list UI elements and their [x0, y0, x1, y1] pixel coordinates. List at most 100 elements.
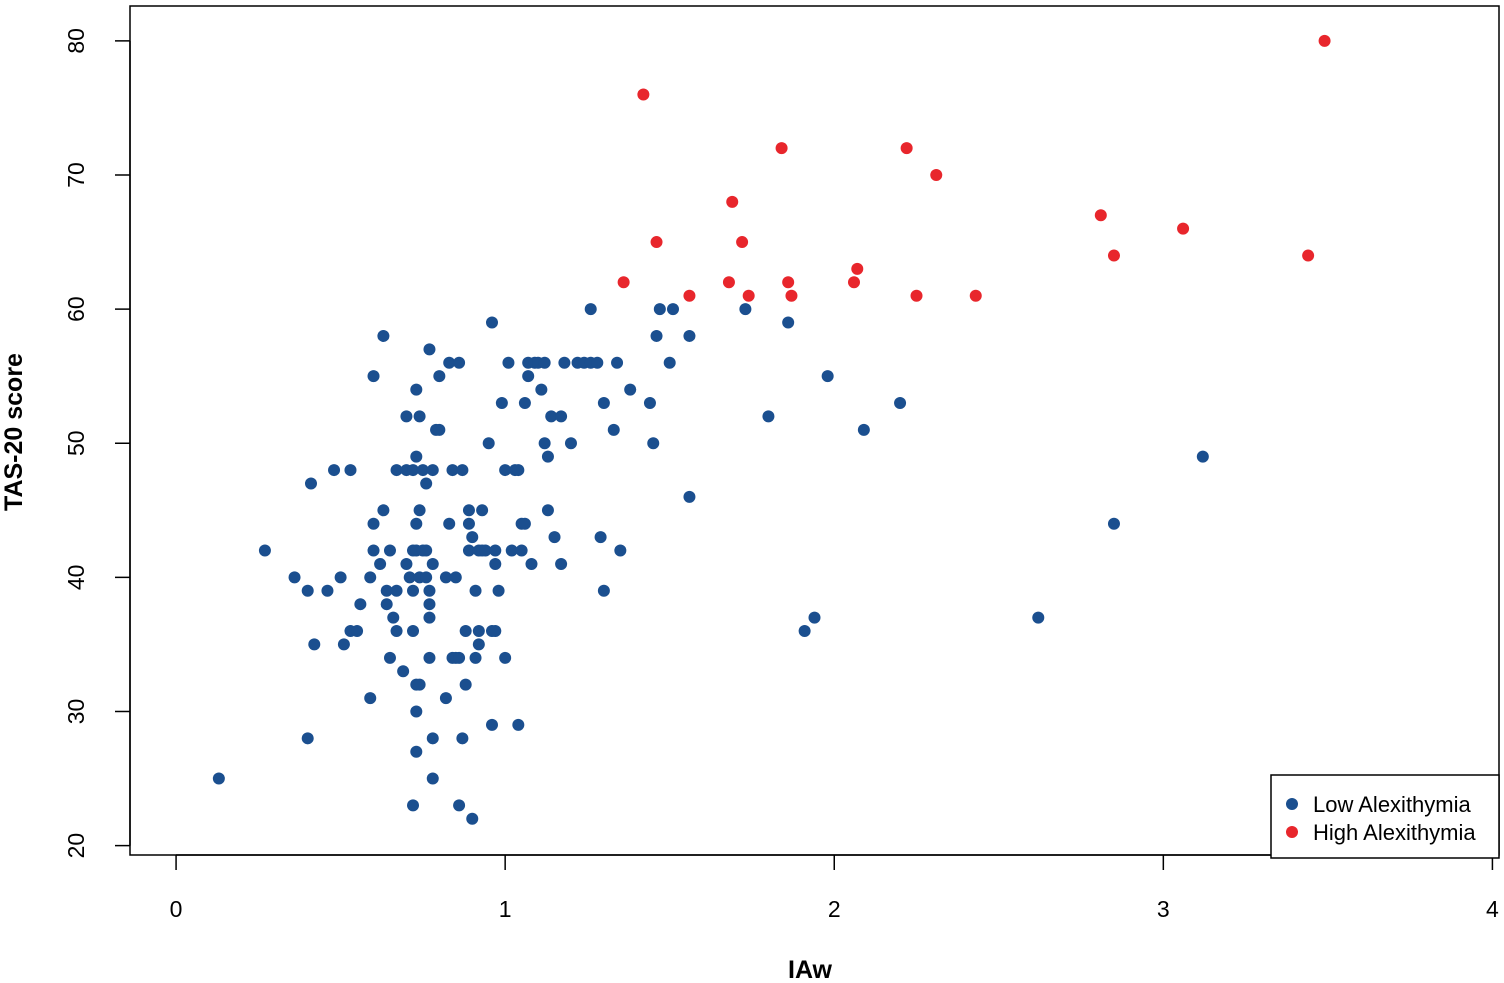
point-low-alexithymia [364, 571, 377, 584]
point-high-alexithymia [683, 289, 696, 302]
point-low-alexithymia [499, 651, 512, 664]
point-low-alexithymia [410, 450, 423, 463]
point-low-alexithymia [456, 464, 469, 477]
point-low-alexithymia [558, 356, 571, 369]
point-low-alexithymia [304, 477, 317, 490]
point-low-alexithymia [400, 410, 413, 423]
point-low-alexithymia [377, 504, 390, 517]
point-low-alexithymia [466, 531, 479, 544]
point-low-alexithymia [380, 584, 393, 597]
point-high-alexithymia [722, 276, 735, 289]
point-high-alexithymia [785, 289, 798, 302]
point-low-alexithymia [453, 651, 466, 664]
point-low-alexithymia [407, 584, 420, 597]
y-axis: 20 30 40 50 60 70 80 [63, 28, 131, 859]
point-low-alexithymia [564, 437, 577, 450]
point-low-alexithymia [453, 356, 466, 369]
point-high-alexithymia [726, 195, 739, 208]
point-low-alexithymia [410, 745, 423, 758]
point-low-alexithymia [653, 303, 666, 316]
point-low-alexithymia [443, 517, 456, 530]
point-high-alexithymia [637, 88, 650, 101]
point-low-alexithymia [782, 316, 795, 329]
y-tick-label: 40 [63, 565, 89, 591]
point-low-alexithymia [377, 329, 390, 342]
point-low-alexithymia [798, 625, 811, 638]
point-low-alexithymia [663, 356, 676, 369]
point-high-alexithymia [910, 289, 923, 302]
point-low-alexithymia [541, 450, 554, 463]
point-low-alexithymia [367, 517, 380, 530]
point-low-alexithymia [624, 383, 637, 396]
point-low-alexithymia [416, 464, 429, 477]
legend-box [1270, 774, 1500, 859]
point-low-alexithymia [482, 437, 495, 450]
point-low-alexithymia [410, 705, 423, 718]
point-low-alexithymia [439, 571, 452, 584]
point-low-alexithymia [410, 383, 423, 396]
point-low-alexithymia [354, 598, 367, 611]
point-low-alexithymia [611, 356, 624, 369]
point-low-alexithymia [762, 410, 775, 423]
point-low-alexithymia [390, 625, 403, 638]
point-low-alexithymia [518, 397, 531, 410]
point-low-alexithymia [1032, 611, 1045, 624]
point-low-alexithymia [403, 571, 416, 584]
point-low-alexithymia [894, 397, 907, 410]
point-low-alexithymia [351, 625, 364, 638]
point-low-alexithymia [505, 544, 518, 557]
point-low-alexithymia [423, 598, 436, 611]
legend: Low Alexithymia High Alexithymia [1270, 774, 1500, 859]
point-low-alexithymia [683, 329, 696, 342]
point-low-alexithymia [614, 544, 627, 557]
point-low-alexithymia [410, 517, 423, 530]
point-low-alexithymia [374, 557, 387, 570]
point-low-alexithymia [383, 544, 396, 557]
point-low-alexithymia [512, 718, 525, 731]
x-tick-label: 1 [499, 896, 512, 922]
legend-label-low-alexithymia: Low Alexithymia [1313, 792, 1472, 817]
point-high-alexithymia [1318, 34, 1331, 47]
point-high-alexithymia [1107, 249, 1120, 262]
point-low-alexithymia [462, 517, 475, 530]
point-low-alexithymia [462, 504, 475, 517]
point-low-alexithymia [459, 625, 472, 638]
point-high-alexithymia [900, 142, 913, 155]
x-axis: 0 1 2 3 4 [170, 854, 1499, 922]
point-low-alexithymia [439, 692, 452, 705]
point-high-alexithymia [736, 236, 749, 249]
point-low-alexithymia [383, 651, 396, 664]
legend-marker-high-alexithymia [1286, 826, 1298, 838]
point-low-alexithymia [423, 611, 436, 624]
x-tick-label: 4 [1486, 896, 1499, 922]
point-low-alexithymia [518, 517, 531, 530]
point-low-alexithymia [397, 665, 410, 678]
point-low-alexithymia [380, 598, 393, 611]
point-low-alexithymia [387, 611, 400, 624]
plot-frame [129, 5, 1500, 856]
y-tick-label: 80 [63, 28, 89, 54]
point-low-alexithymia [495, 397, 508, 410]
point-low-alexithymia [433, 423, 446, 436]
point-high-alexithymia [782, 276, 795, 289]
point-low-alexithymia [739, 303, 752, 316]
point-high-alexithymia [650, 236, 663, 249]
point-low-alexithymia [1107, 517, 1120, 530]
point-low-alexithymia [525, 557, 538, 570]
point-low-alexithymia [453, 799, 466, 812]
point-low-alexithymia [423, 343, 436, 356]
legend-marker-low-alexithymia [1286, 798, 1298, 810]
point-low-alexithymia [515, 544, 528, 557]
point-low-alexithymia [489, 544, 502, 557]
point-low-alexithymia [499, 464, 512, 477]
point-low-alexithymia [591, 356, 604, 369]
point-low-alexithymia [449, 571, 462, 584]
point-low-alexithymia [400, 557, 413, 570]
point-low-alexithymia [446, 464, 459, 477]
point-low-alexithymia [821, 370, 834, 383]
y-tick-label: 50 [63, 430, 89, 456]
y-tick-label: 20 [63, 833, 89, 859]
point-low-alexithymia [472, 625, 485, 638]
point-low-alexithymia [462, 544, 475, 557]
point-low-alexithymia [258, 544, 271, 557]
